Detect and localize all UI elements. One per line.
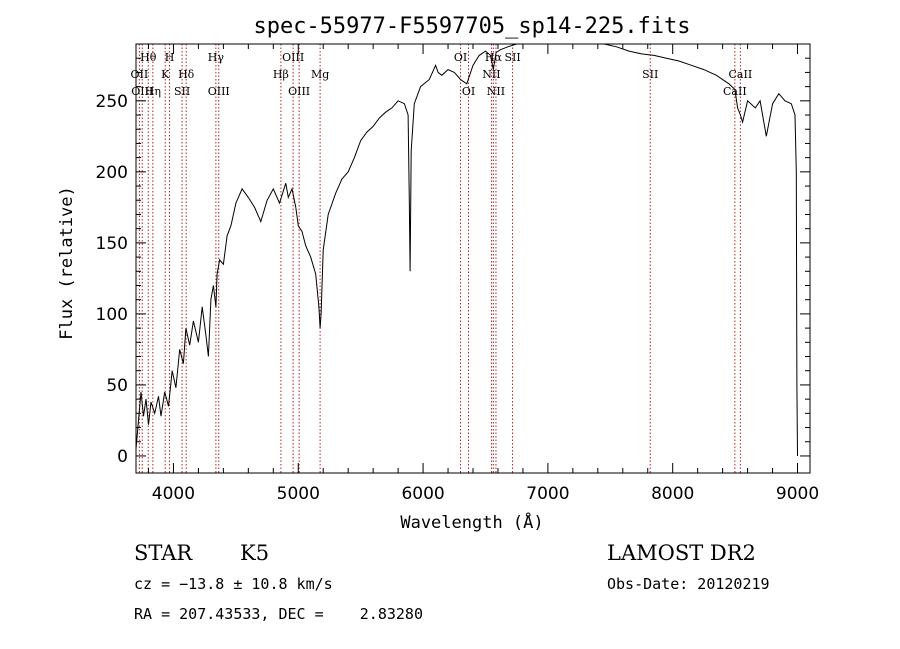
emission-line-label: OIII xyxy=(131,85,153,98)
flux-series-line xyxy=(135,43,798,457)
emission-line-label: Hγ xyxy=(208,51,225,64)
emission-line-markers xyxy=(138,44,741,473)
chart-title: spec-55977-F5597705_sp14-225.fits xyxy=(253,14,690,39)
emission-line-label: OII xyxy=(131,68,149,81)
y-tick-label: 0 xyxy=(117,447,128,467)
emission-line-label: Hβ xyxy=(273,68,289,81)
emission-line-label: NII xyxy=(482,68,500,81)
redshift-cz: cz = −13.8 ± 10.8 km/s xyxy=(134,575,333,593)
x-tick-label: 7000 xyxy=(526,484,569,504)
plot-frame xyxy=(135,43,811,474)
x-axis-label: Wavelength (Å) xyxy=(400,511,543,533)
emission-line-label: SII xyxy=(642,68,658,81)
survey-name: LAMOST DR2 xyxy=(607,541,756,565)
y-tick-label: 150 xyxy=(96,234,128,254)
x-tick-label: 4000 xyxy=(152,484,195,504)
ra-dec: RA = 207.43533, DEC = 2.83280 xyxy=(134,605,423,623)
emission-line-label: H xyxy=(165,51,175,64)
emission-line-label: NII xyxy=(487,85,505,98)
observation-date: Obs-Date: 20120219 xyxy=(607,575,770,593)
y-tick-label: 100 xyxy=(96,305,128,325)
x-tick-label: 8000 xyxy=(651,484,694,504)
x-axis-ticks: 4000 5000 6000 7000 8000 9000 xyxy=(147,44,819,504)
emission-line-label: Mg xyxy=(311,68,329,81)
emission-line-label: OI xyxy=(462,85,475,98)
emission-line-label: OIII xyxy=(282,51,304,64)
emission-line-label: SII xyxy=(504,51,520,64)
y-tick-label: 250 xyxy=(96,92,128,112)
object-subclass: K5 xyxy=(240,541,269,565)
emission-line-label: OI xyxy=(454,51,467,64)
emission-line-label: Hθ xyxy=(140,51,157,64)
y-tick-label: 200 xyxy=(96,163,128,183)
y-axis-label: Flux (relative) xyxy=(57,186,77,340)
emission-line-label: SII xyxy=(174,85,190,98)
object-class: STAR xyxy=(134,541,193,565)
emission-line-label: Hη xyxy=(145,85,161,98)
emission-line-label: OIII xyxy=(288,85,310,98)
x-tick-label: 6000 xyxy=(401,484,444,504)
x-tick-label: 5000 xyxy=(277,484,320,504)
emission-line-label: Hδ xyxy=(178,68,195,81)
x-tick-label: 9000 xyxy=(776,484,819,504)
emission-line-label: OIII xyxy=(208,85,230,98)
emission-line-label: CaII xyxy=(729,68,753,81)
y-tick-label: 50 xyxy=(106,376,128,396)
emission-line-label: K xyxy=(161,68,170,81)
y-axis-ticks: 0 50 100 150 200 250 xyxy=(96,57,810,467)
